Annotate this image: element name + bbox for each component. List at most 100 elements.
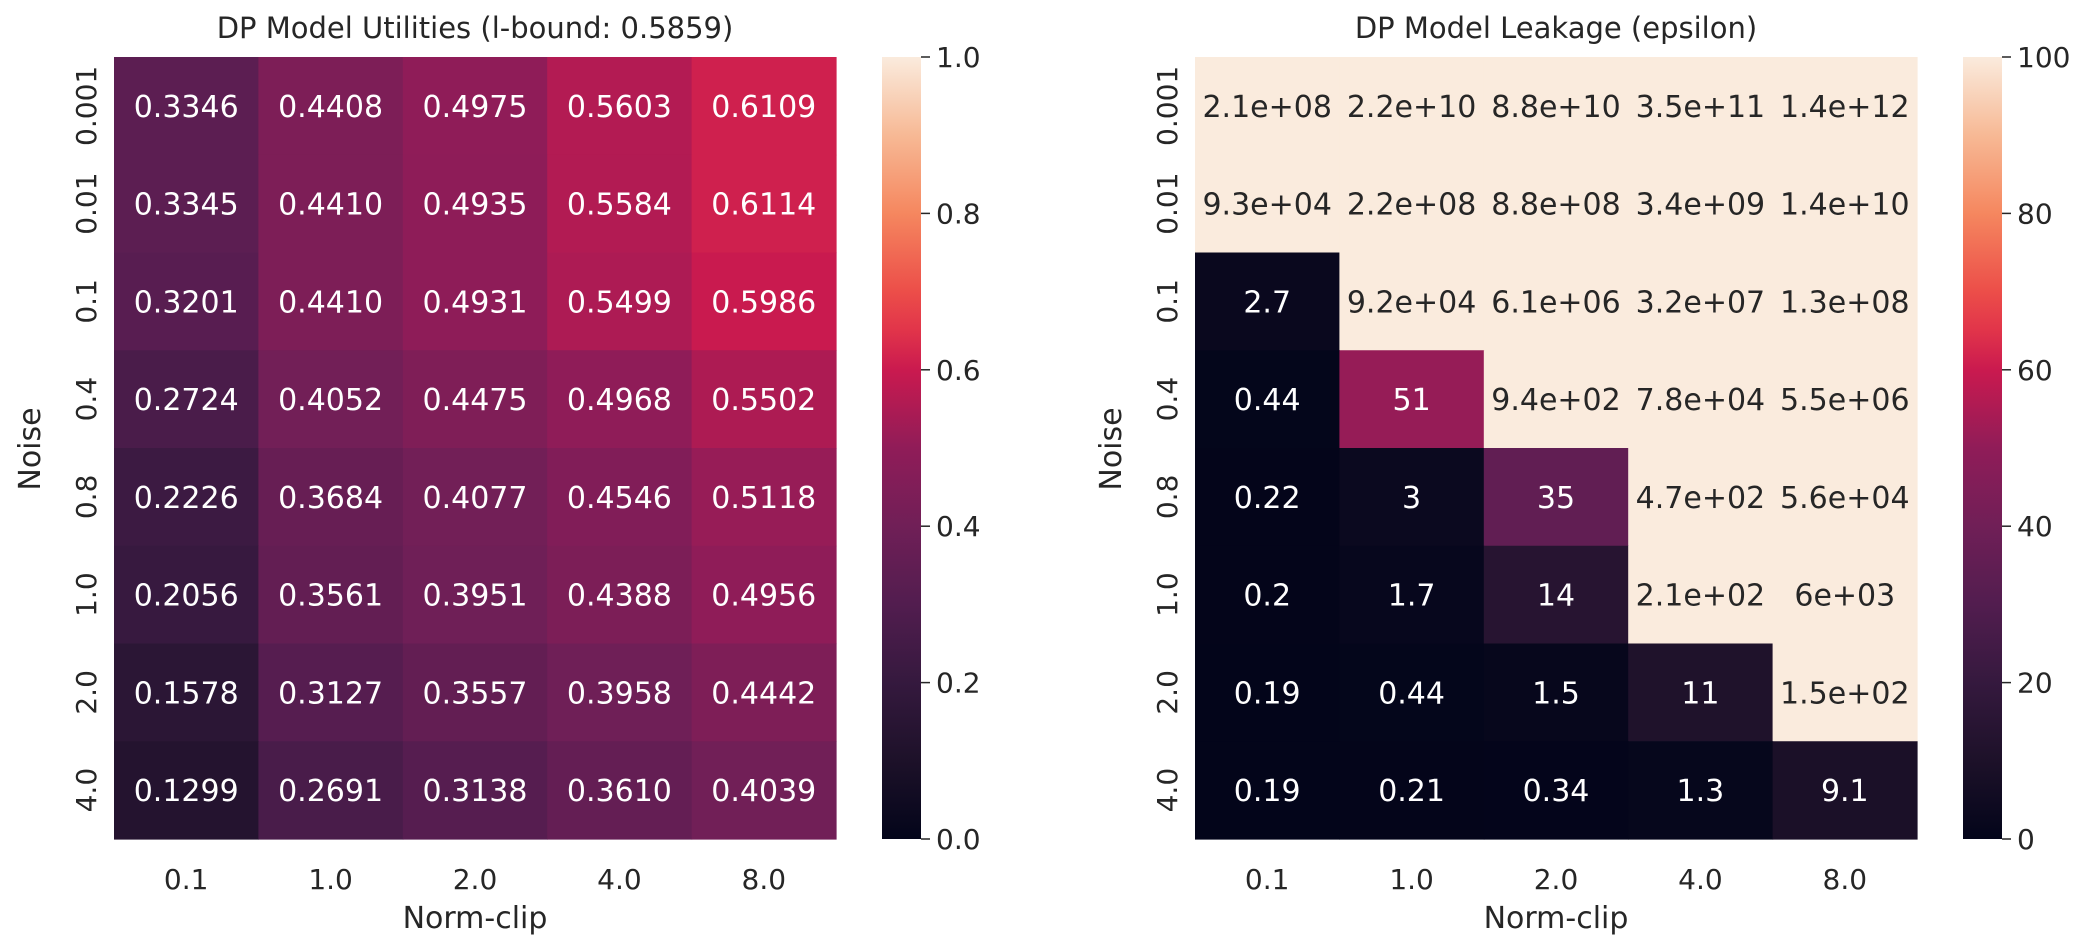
heatmap-cell-label: 1.3 — [1677, 774, 1725, 809]
heatmap-cell — [1483, 741, 1629, 840]
heatmap-cell — [1195, 57, 1340, 156]
leakage-heatmap-grid: 2.1e+08 2.2e+10 8.8e+10 3.5e+11 1.4e+12 9.3e+… — [1195, 57, 1918, 840]
heatmap-cell-label: 5.6e+04 — [1780, 481, 1909, 516]
heatmap-cell-label: 9.1 — [1821, 774, 1869, 809]
heatmap-cell — [1628, 545, 1774, 645]
heatmap-cell — [1195, 252, 1340, 351]
heatmap-cell — [114, 448, 259, 547]
heatmap-cell — [1483, 448, 1629, 547]
colorbar-tick-label: 20 — [2017, 667, 2053, 700]
colorbar-tick-label: 0.4 — [936, 510, 981, 543]
heatmap-cell — [1483, 154, 1629, 254]
x-tick-label: 8.0 — [1823, 863, 1868, 896]
heatmap-cell — [1772, 154, 1918, 254]
heatmap-cell-label: 0.3951 — [423, 579, 528, 614]
heatmap-cell — [1628, 350, 1774, 449]
heatmap-cell-label: 0.4408 — [278, 90, 383, 125]
heatmap-cell — [1339, 448, 1485, 547]
x-tick-label: 1.0 — [1389, 863, 1434, 896]
heatmap-cell — [1772, 57, 1918, 156]
utilities-colorbar-ticks: 0.0 0.2 0.4 0.6 0.8 1.0 — [921, 41, 981, 856]
heatmap-cell-label: 0.3958 — [567, 676, 672, 711]
heatmap-cell-label: 0.44 — [1378, 676, 1445, 711]
heatmap-cell — [1483, 252, 1629, 351]
heatmap-cell-label: 4.7e+02 — [1636, 481, 1765, 516]
leakage-x-axis-label: Norm-clip — [1484, 901, 1629, 936]
heatmap-cell-label: 8.8e+10 — [1491, 90, 1620, 125]
utilities-x-ticks: 0.1 1.0 2.0 4.0 8.0 — [164, 863, 786, 896]
heatmap-cell — [1483, 350, 1629, 449]
heatmap-cell — [1339, 741, 1485, 840]
x-tick-label: 8.0 — [742, 863, 787, 896]
colorbar-tick-label: 0.2 — [936, 667, 981, 700]
heatmap-cell — [402, 448, 548, 547]
heatmap-cell-label: 9.3e+04 — [1202, 188, 1331, 223]
leakage-x-ticks: 0.1 1.0 2.0 4.0 8.0 — [1245, 863, 1867, 896]
heatmap-cell — [547, 741, 693, 840]
x-tick-label: 4.0 — [1678, 863, 1723, 896]
y-tick-label: 2.0 — [1151, 670, 1184, 715]
heatmap-cell — [258, 643, 404, 742]
heatmap-cell — [1628, 741, 1774, 840]
heatmap-cell — [1195, 154, 1340, 254]
heatmap-cell — [1339, 545, 1485, 645]
heatmap-cell — [1195, 448, 1340, 547]
heatmap-cell-label: 0.4935 — [423, 188, 528, 223]
heatmap-cell-label: 0.1578 — [134, 676, 239, 711]
x-tick-label: 1.0 — [308, 863, 353, 896]
heatmap-cell-label: 0.6109 — [711, 90, 816, 125]
heatmap-cell-label: 0.2056 — [134, 579, 239, 614]
heatmap-cell-label: 0.2724 — [134, 383, 239, 418]
heatmap-cell-label: 3.4e+09 — [1636, 188, 1765, 223]
heatmap-cell — [547, 57, 693, 156]
heatmap-cell — [258, 252, 404, 351]
heatmap-cell — [691, 154, 837, 254]
y-tick-label: 0.4 — [1151, 377, 1184, 422]
heatmap-cell-label: 35 — [1537, 481, 1575, 516]
heatmap-cell-label: 6.1e+06 — [1491, 285, 1620, 320]
heatmap-cell — [1195, 741, 1340, 840]
heatmap-cell — [402, 643, 548, 742]
y-tick-label: 1.0 — [70, 572, 103, 617]
heatmap-cell — [114, 741, 259, 840]
y-tick-label: 0.8 — [1151, 475, 1184, 520]
heatmap-cell-label: 0.4546 — [567, 481, 672, 516]
utilities-heatmap-panel: DP Model Utilities (l-bound: 0.5859) 0.3… — [13, 11, 981, 936]
heatmap-cell — [258, 350, 404, 449]
heatmap-cell — [691, 545, 837, 645]
heatmap-cell — [547, 448, 693, 547]
heatmap-cell — [1628, 643, 1774, 742]
heatmap-cell-label: 0.2226 — [134, 481, 239, 516]
heatmap-cell-label: 0.1299 — [134, 774, 239, 809]
heatmap-cell-label: 0.5584 — [567, 188, 672, 223]
heatmap-cell-label: 51 — [1393, 383, 1431, 418]
y-tick-label: 4.0 — [1151, 768, 1184, 813]
heatmap-cell-label: 0.4931 — [423, 285, 528, 320]
heatmap-cell-label: 0.2691 — [278, 774, 383, 809]
heatmap-cell — [258, 154, 404, 254]
heatmap-cell-label: 0.4052 — [278, 383, 383, 418]
leakage-y-axis-label: Noise — [1094, 407, 1129, 490]
colorbar-tick-label: 40 — [2017, 510, 2053, 543]
heatmap-cell — [258, 57, 404, 156]
heatmap-cell-label: 0.4975 — [423, 90, 528, 125]
heatmap-cell-label: 0.21 — [1378, 774, 1445, 809]
heatmap-cell — [402, 350, 548, 449]
heatmap-cell-label: 9.2e+04 — [1347, 285, 1476, 320]
heatmap-cell-label: 0.22 — [1234, 481, 1301, 516]
heatmap-cell-label: 0.4410 — [278, 285, 383, 320]
heatmap-cell — [1772, 545, 1918, 645]
heatmap-cell-label: 0.4475 — [423, 383, 528, 418]
heatmap-cell-label: 11 — [1681, 676, 1719, 711]
heatmap-cell-label: 8.8e+08 — [1491, 188, 1620, 223]
heatmap-cell-label: 0.4442 — [711, 676, 816, 711]
heatmap-cell-label: 0.6114 — [711, 188, 816, 223]
heatmap-cell — [1483, 57, 1629, 156]
heatmap-cell-label: 5.5e+06 — [1780, 383, 1909, 418]
heatmap-cell — [1483, 545, 1629, 645]
heatmap-cell — [114, 154, 259, 254]
heatmap-cell — [258, 545, 404, 645]
heatmap-cell — [691, 57, 837, 156]
heatmap-cell — [1628, 252, 1774, 351]
heatmap-cell-label: 3.5e+11 — [1636, 90, 1765, 125]
